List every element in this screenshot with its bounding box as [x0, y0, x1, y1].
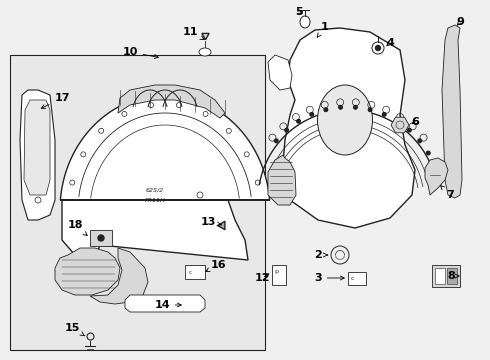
Text: 62S/2: 62S/2	[146, 188, 164, 193]
Bar	[90, 230, 112, 246]
Circle shape	[395, 120, 399, 123]
Text: 1: 1	[317, 22, 329, 37]
Circle shape	[274, 139, 278, 143]
Ellipse shape	[199, 48, 211, 56]
Polygon shape	[268, 155, 296, 205]
Polygon shape	[442, 25, 462, 198]
Text: 3: 3	[314, 273, 344, 283]
Polygon shape	[60, 95, 270, 262]
Text: 15: 15	[64, 323, 85, 336]
Ellipse shape	[318, 85, 372, 155]
Text: 9: 9	[456, 17, 464, 27]
Bar	[435, 268, 445, 284]
Polygon shape	[425, 158, 448, 195]
Text: 2: 2	[314, 250, 328, 260]
Circle shape	[310, 113, 314, 116]
Polygon shape	[268, 55, 292, 90]
Circle shape	[368, 108, 372, 112]
Text: 5: 5	[295, 7, 303, 17]
Text: 12: 12	[254, 273, 270, 283]
Bar	[10, 55, 265, 350]
Text: 8: 8	[447, 271, 459, 281]
Polygon shape	[20, 90, 55, 220]
Bar	[185, 265, 205, 279]
Bar	[272, 265, 286, 285]
Bar	[447, 268, 457, 284]
Circle shape	[418, 139, 421, 143]
Text: 4: 4	[386, 38, 394, 48]
Text: 6: 6	[411, 117, 419, 127]
Polygon shape	[24, 100, 50, 195]
Circle shape	[383, 113, 386, 116]
Text: FR11H: FR11H	[145, 198, 166, 202]
Polygon shape	[391, 117, 409, 133]
Polygon shape	[118, 85, 225, 118]
Circle shape	[354, 105, 357, 109]
Text: 14: 14	[154, 300, 181, 310]
Bar	[432, 265, 460, 287]
Polygon shape	[90, 248, 148, 304]
Ellipse shape	[300, 16, 310, 28]
Text: 7: 7	[441, 186, 454, 200]
Circle shape	[375, 45, 381, 50]
Polygon shape	[55, 248, 120, 295]
Polygon shape	[282, 28, 415, 228]
Circle shape	[285, 128, 289, 132]
Circle shape	[426, 151, 430, 155]
Circle shape	[297, 120, 300, 123]
Text: 10: 10	[122, 47, 158, 59]
Text: 18: 18	[67, 220, 87, 235]
Text: c: c	[189, 270, 192, 274]
Text: 13: 13	[200, 217, 221, 227]
Text: 11: 11	[182, 27, 204, 40]
Circle shape	[408, 128, 411, 132]
Text: p: p	[274, 269, 278, 274]
Circle shape	[324, 108, 328, 112]
Circle shape	[98, 235, 104, 241]
Circle shape	[339, 105, 343, 109]
Bar	[348, 272, 366, 285]
Text: 16: 16	[206, 260, 226, 271]
Text: 17: 17	[41, 93, 70, 108]
Text: c: c	[350, 275, 354, 280]
Polygon shape	[125, 295, 205, 312]
